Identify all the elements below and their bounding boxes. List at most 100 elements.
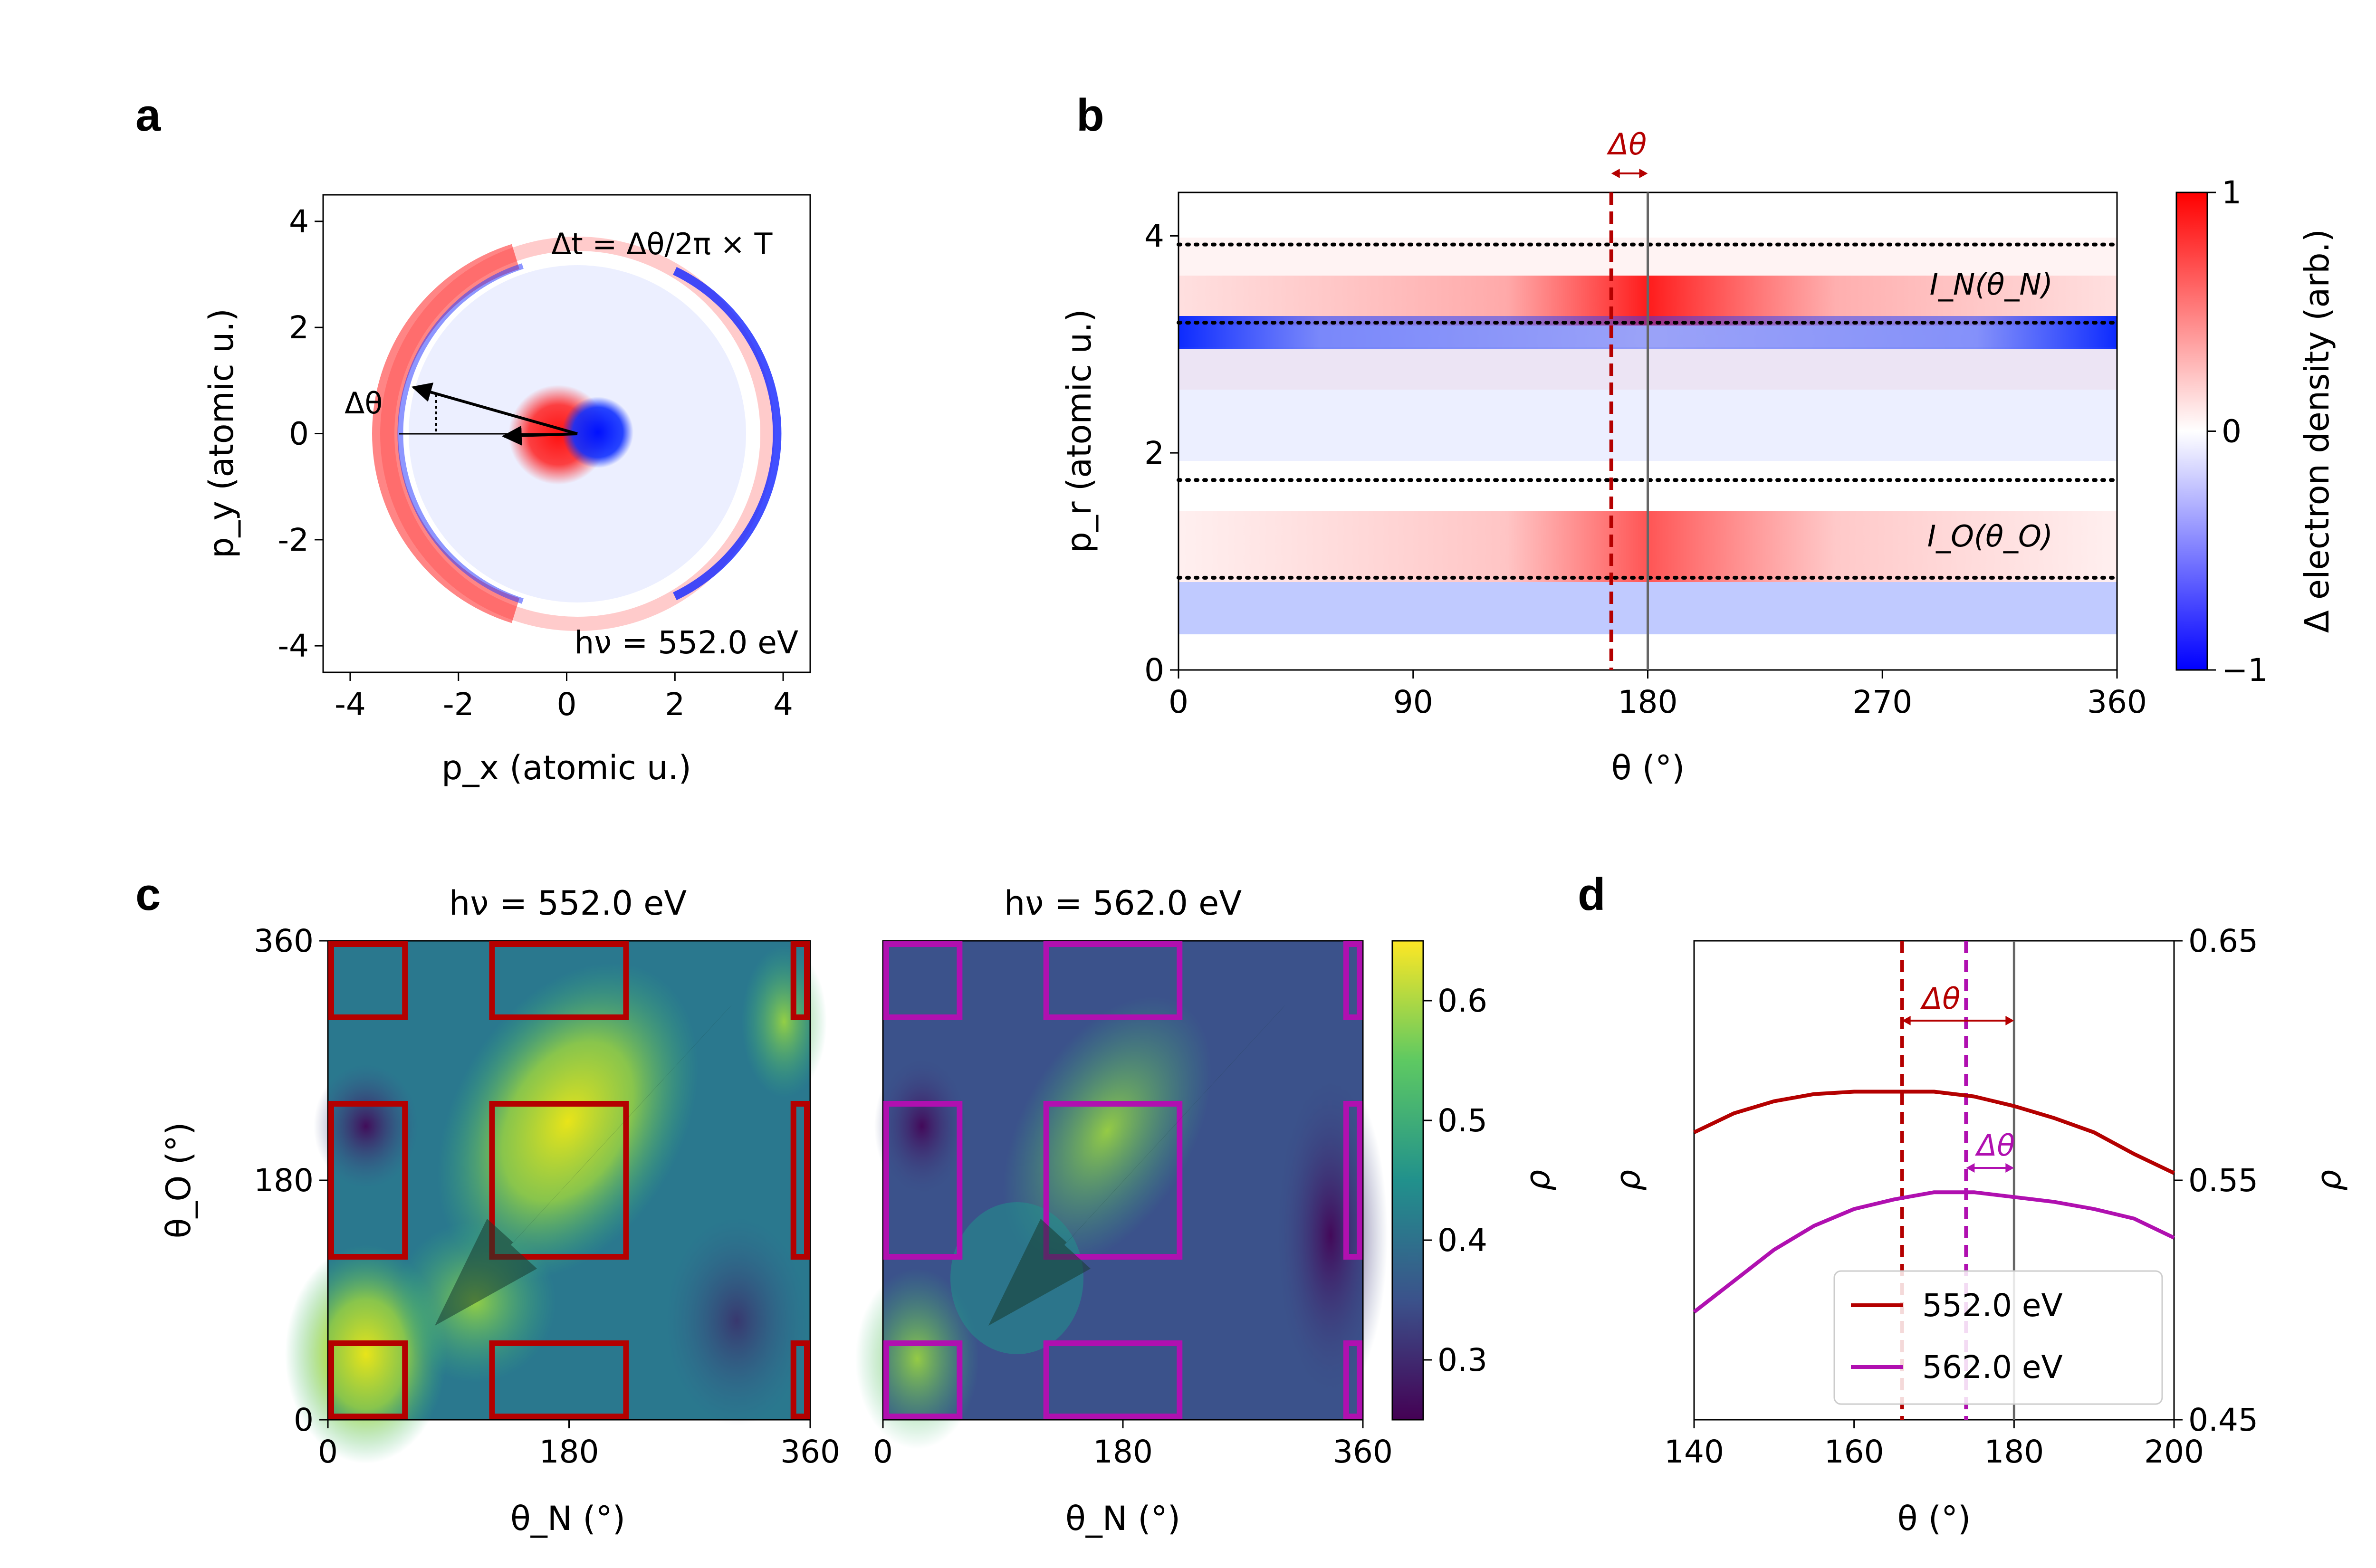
panel-c-cbar-tick-label: 0.6 [1437, 983, 1487, 1019]
panel-d-series-line [1693, 1090, 2175, 1175]
panel-c-left-purple-blob2 [665, 1216, 808, 1425]
panel-d-series-line [1693, 1190, 2175, 1314]
panel-b-label-IO: I_O(θ_O) [1927, 519, 2053, 554]
panel-b-xlabel: θ (°) [1611, 748, 1685, 787]
panel-c-right-purple-blob [874, 1055, 969, 1197]
panel-d-delta-arrow-562-head-left [1966, 1163, 1975, 1173]
panel-d-delta-label-552: Δθ [1920, 981, 1960, 1016]
panel-a-blue-arc [673, 267, 782, 601]
panel-c-colorbar-ticks: 0.3 0.4 0.5 0.6 [1423, 983, 1487, 1378]
panel-d-ytick-label: 0.55 [2188, 1162, 2258, 1199]
panel-d-xtick-label: 180 [1984, 1434, 2044, 1470]
panel-d-delta-arrow-552-head-right [2005, 1016, 2014, 1025]
panel-b-xtick-label: 180 [1618, 684, 1678, 720]
panel-c-right-arrow [988, 1005, 1285, 1326]
panel-a-photon-label: hν = 552.0 eV [574, 624, 798, 661]
panel-c-xtick-label: 180 [539, 1434, 599, 1470]
panel-a-xtick-label: 4 [773, 686, 793, 723]
panel-d-ytick-label: 0.65 [2188, 923, 2258, 959]
panel-c-region-box [790, 1340, 810, 1419]
panel-b-ytick-label: 0 [1144, 652, 1164, 688]
panel-d-xtick-label: 200 [2144, 1434, 2204, 1470]
panel-a-blue-lobe [562, 397, 633, 468]
panel-b-ylabel: p_r (atomic u.) [1060, 309, 1099, 553]
panel-b-x-ticks: 0 90 180 270 360 [1169, 670, 2147, 720]
panel-c-ylabel: θ_O (°) [159, 1122, 198, 1239]
panel-b-colorbar-label: Δ electron density (arb.) [2298, 229, 2337, 633]
panel-a-y-ticks: -4 -2 0 2 4 [278, 203, 323, 664]
panel-c-xtick-label: 0 [873, 1434, 893, 1470]
panel-b-delta-label: Δθ [1607, 127, 1647, 162]
panel-b-delta-arrow [1611, 169, 1648, 178]
panel-c-left-heatmap [285, 940, 827, 1463]
panel-b-xtick-label: 270 [1852, 684, 1912, 720]
panel-a-red-arc [372, 244, 520, 623]
panel-c-cbar-tick-label: 0.5 [1437, 1102, 1487, 1139]
panel-c-right-diagonal-blob [1003, 996, 1212, 1266]
panel-d-xtick-label: 160 [1824, 1434, 1884, 1470]
panel-b-delta-arrowhead-right [1639, 169, 1648, 178]
panel-b-ytick-label: 2 [1144, 435, 1164, 471]
panel-label-b: b [1076, 90, 1104, 141]
panel-c-region-box [883, 1340, 963, 1419]
panel-label-d: d [1578, 869, 1606, 920]
panel-a-xtick-label: -2 [443, 686, 474, 723]
panel-d-ylabel-left: ρ [1609, 1170, 1648, 1191]
panel-a: a Δθ Δt = Δθ/2π × T hν = 552.0 eV -4 -2 0 2… [135, 90, 811, 787]
panel-d-ytick-label: 0.45 [2188, 1402, 2258, 1438]
panel-d-xlabel: θ (°) [1897, 1499, 1971, 1538]
panel-d-legend-label-552: 552.0 eV [1922, 1287, 2063, 1324]
panel-d-xtick-label: 140 [1664, 1434, 1724, 1470]
panel-b-vertical-lines [1609, 192, 1649, 670]
panel-c-xtick-label: 360 [780, 1434, 840, 1470]
panel-c-left-topright-blob [741, 946, 827, 1098]
panel-c-colorbar [1391, 940, 1424, 1421]
panel-b-ytick-label: 4 [1144, 218, 1164, 254]
panel-c-right-xlabel: θ_N (°) [1065, 1499, 1180, 1538]
panel-c-region-box [489, 941, 629, 1020]
panel-c-region-box [1043, 941, 1183, 1020]
panel-b-y-ticks: 0 2 4 [1144, 218, 1178, 688]
panel-a-x-ticks: -4 -2 0 2 4 [335, 672, 793, 723]
panel-d-legend: 552.0 eV 562.0 eV [1833, 1270, 2163, 1405]
panel-c-left-purple-blob [314, 1064, 418, 1188]
panel-a-ytick-label: -2 [278, 522, 309, 558]
panel-a-formula: Δt = Δθ/2π × T [551, 227, 773, 261]
panel-c-left-xlabel: θ_N (°) [510, 1499, 625, 1538]
panel-c-region-box [1343, 1340, 1363, 1419]
panel-c-ytick-label: 180 [254, 1162, 314, 1199]
panel-b: b I_N(θ_N) I_O(θ_O) Δθ 0 90 180 270 360 024 … [1060, 90, 2337, 787]
panel-d-ylabel-right: ρ [2309, 1170, 2348, 1191]
panel-c-left-title: hν = 552.0 eV [449, 884, 687, 923]
panel-label-a: a [135, 90, 161, 141]
panel-c-region-box [1043, 1101, 1183, 1260]
panel-b-cbar-tick-label: 1 [2222, 174, 2242, 211]
panel-c-region-box [1343, 1101, 1363, 1260]
panel-a-xlabel: p_x (atomic u.) [441, 748, 691, 787]
panel-d-delta-label-562: Δθ [1975, 1128, 2015, 1163]
panel-b-delta-arrowhead-left [1611, 169, 1620, 178]
panel-c-region-box [489, 1340, 629, 1419]
panel-b-xtick-label: 0 [1169, 684, 1188, 720]
panel-c-region-box [883, 941, 963, 1020]
panel-a-ytick-label: -4 [278, 628, 309, 664]
panel-a-delta-label: Δθ [345, 386, 383, 421]
panel-c-ytick-label: 360 [254, 923, 314, 959]
panel-c-xtick-label: 0 [318, 1434, 338, 1470]
panel-a-xtick-label: 2 [665, 686, 685, 723]
panel-d-legend-box [1833, 1270, 2163, 1405]
panel-d-legend-label-562: 562.0 eV [1922, 1349, 2063, 1386]
panel-c-xtick-label: 360 [1333, 1434, 1393, 1470]
panel-label-c: c [135, 869, 161, 920]
panel-a-xtick-label: 0 [557, 686, 577, 723]
panel-a-xtick-label: -4 [335, 686, 366, 723]
panel-c-cbar-tick-label: 0.4 [1437, 1222, 1487, 1259]
panel-b-cbar-tick-label: −1 [2222, 652, 2268, 688]
panel-c-region-box [1043, 1340, 1183, 1419]
panel-c-right-purple-blob2 [1274, 1069, 1388, 1402]
panel-b-cbar-tick-label: 0 [2222, 413, 2242, 450]
panel-a-ylabel: p_y (atomic u.) [202, 308, 241, 558]
panel-c-region-box [328, 1101, 408, 1260]
